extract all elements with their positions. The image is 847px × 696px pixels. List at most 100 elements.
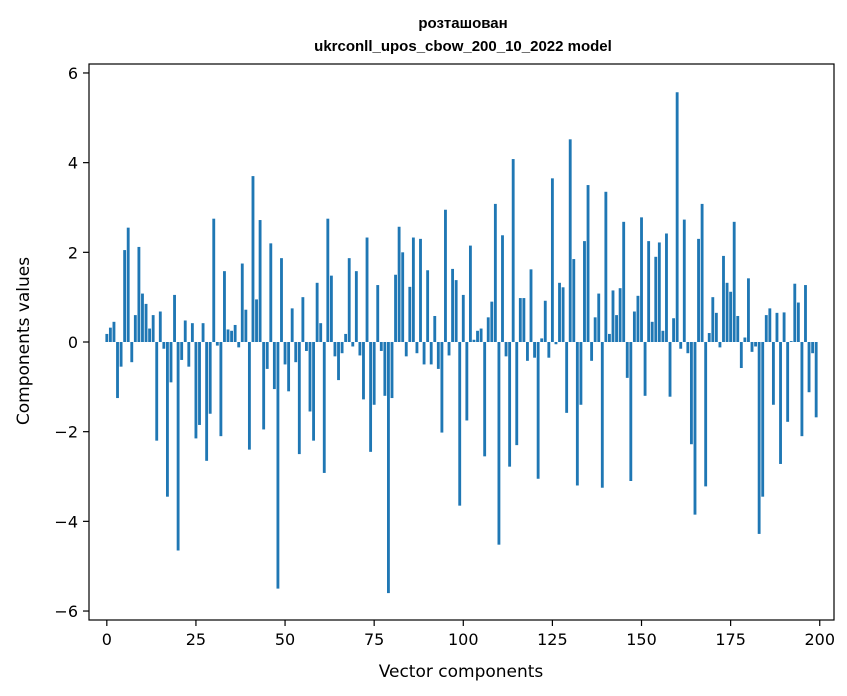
bar-117 [522, 298, 526, 342]
bar-165 [693, 342, 697, 515]
bar-67 [344, 333, 348, 342]
bar-31 [215, 342, 219, 346]
bar-85 [408, 286, 412, 342]
bar-42 [255, 299, 258, 342]
bar-129 [565, 342, 569, 413]
bar-167 [700, 203, 704, 342]
bar-177 [736, 315, 740, 342]
bar-193 [793, 283, 797, 342]
bar-102 [468, 245, 472, 342]
bar-151 [643, 342, 647, 396]
bar-141 [608, 333, 611, 342]
bar-103 [472, 339, 476, 342]
bar-50 [283, 342, 287, 365]
bar-98 [454, 280, 458, 342]
bar-93 [436, 342, 440, 369]
x-tick-label-5: 125 [537, 630, 568, 649]
bar-105 [479, 328, 483, 342]
bar-153 [650, 321, 654, 342]
bar-16 [162, 342, 166, 349]
bar-182 [754, 342, 757, 347]
bar-95 [444, 209, 447, 342]
bar-9 [137, 246, 141, 342]
bar-64 [333, 342, 337, 357]
bar-25 [194, 342, 198, 439]
bar-81 [394, 274, 397, 342]
bar-14 [155, 342, 159, 441]
bar-41 [251, 176, 255, 342]
bar-71 [358, 342, 362, 356]
bar-13 [151, 315, 155, 342]
bar-8 [133, 315, 137, 342]
bar-134 [583, 241, 586, 342]
bar-60 [319, 323, 323, 342]
bar-164 [689, 342, 693, 445]
bar-147 [629, 342, 633, 481]
bar-1 [108, 327, 112, 342]
bar-189 [779, 342, 782, 464]
bar-83 [401, 252, 405, 342]
y-tick-label-0: −6 [54, 602, 78, 621]
bar-44 [262, 342, 266, 430]
bar-150 [640, 217, 643, 342]
bar-70 [354, 271, 358, 342]
bar-140 [604, 191, 608, 342]
bar-28 [205, 342, 209, 461]
bar-168 [704, 342, 708, 487]
y-tick-label-6: 6 [68, 64, 78, 83]
bar-137 [593, 317, 597, 342]
bar-149 [636, 295, 640, 342]
bar-47 [272, 342, 276, 390]
bar-121 [536, 342, 540, 479]
bar-33 [223, 271, 226, 342]
bar-72 [362, 342, 365, 400]
bars-group [105, 92, 818, 594]
bar-128 [561, 287, 565, 342]
bar-89 [422, 342, 426, 365]
bar-55 [301, 297, 305, 342]
bar-108 [490, 301, 494, 342]
bar-73 [365, 237, 369, 342]
bar-144 [618, 288, 622, 342]
bar-113 [508, 342, 512, 467]
bar-43 [258, 220, 262, 342]
bar-187 [771, 342, 775, 405]
bar-176 [732, 221, 736, 342]
bar-199 [814, 342, 818, 418]
bar-32 [219, 342, 223, 437]
bar-11 [144, 303, 148, 342]
bar-119 [529, 269, 533, 342]
bar-163 [686, 342, 690, 354]
bar-4 [119, 342, 123, 367]
bar-155 [657, 242, 661, 342]
bar-21 [180, 342, 184, 360]
bar-194 [796, 302, 800, 342]
bar-56 [305, 342, 308, 351]
bar-172 [718, 342, 722, 348]
bar-68 [347, 258, 351, 342]
bar-118 [526, 342, 529, 361]
bar-107 [486, 317, 490, 342]
bar-79 [387, 342, 390, 594]
bar-34 [226, 329, 230, 342]
bar-99 [458, 342, 462, 506]
bar-112 [504, 342, 508, 357]
bar-27 [201, 323, 205, 342]
bar-116 [518, 298, 522, 342]
bar-111 [501, 235, 504, 342]
bar-5 [123, 250, 127, 342]
y-ticks-group: −6 −4 −2 0 2 4 6 [54, 64, 89, 621]
bar-96 [447, 342, 451, 356]
x-tick-label-2: 50 [275, 630, 295, 649]
bar-198 [811, 342, 815, 354]
x-tick-label-1: 25 [186, 630, 206, 649]
bar-181 [750, 342, 754, 352]
bar-20 [176, 342, 180, 551]
bar-192 [789, 341, 793, 342]
bar-19 [173, 294, 176, 342]
bar-145 [622, 221, 626, 342]
bar-39 [244, 309, 248, 342]
chart-title-line-2: ukrconll_upos_cbow_200_10_2022 model [314, 38, 612, 55]
bar-179 [743, 337, 747, 342]
